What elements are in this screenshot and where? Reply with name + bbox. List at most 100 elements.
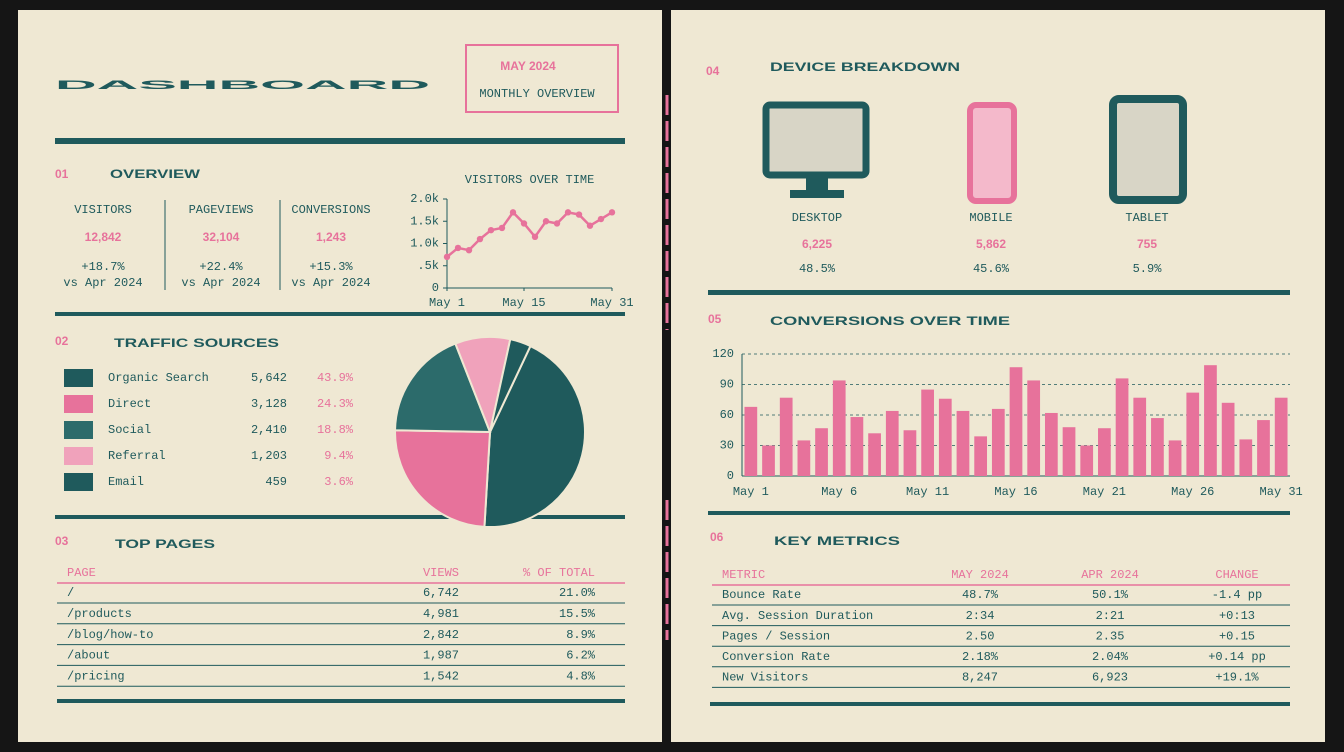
- legend-swatch: [64, 421, 93, 439]
- table-cell: 6,923: [1092, 671, 1128, 685]
- legend-share: 24.3%: [317, 397, 354, 411]
- table-cell: /blog/how-to: [67, 628, 153, 642]
- bar: [921, 389, 934, 476]
- table-cell: 15.5%: [559, 607, 596, 621]
- legend-label: Direct: [108, 397, 151, 411]
- device-share: 48.5%: [799, 262, 836, 276]
- chart-title: VISITORS OVER TIME: [465, 173, 595, 187]
- table-cell: Bounce Rate: [722, 588, 801, 602]
- bar: [1062, 427, 1076, 476]
- bar: [868, 433, 881, 476]
- table-cell: 21.0%: [559, 586, 596, 600]
- table-cell: New Visitors: [722, 671, 808, 685]
- legend-share: 3.6%: [324, 475, 354, 489]
- bar: [1133, 397, 1147, 476]
- table-cell: +0.14 pp: [1208, 650, 1266, 664]
- legend-label: Social: [108, 423, 151, 437]
- section-number: 03: [55, 534, 69, 548]
- legend-swatch: [64, 447, 93, 465]
- bar: [1204, 365, 1217, 476]
- bar: [885, 410, 899, 476]
- point: [476, 235, 484, 243]
- table-cell: 2.04%: [1092, 650, 1129, 664]
- y-tick-label: 60: [720, 408, 734, 422]
- table-cell: 4,981: [423, 607, 459, 621]
- column-header: PAGE: [67, 566, 96, 580]
- bar: [1221, 402, 1235, 476]
- x-tick-label: May 11: [906, 485, 949, 499]
- section-number: 02: [55, 334, 69, 348]
- table-cell: Avg. Session Duration: [722, 609, 873, 623]
- bar: [815, 428, 828, 476]
- section-number: 06: [710, 530, 724, 544]
- stat-change: +18.7%: [81, 260, 125, 274]
- y-tick-label: 120: [712, 347, 734, 361]
- table-cell: 2:34: [966, 609, 995, 623]
- point: [542, 218, 550, 225]
- table-cell: 48.7%: [962, 588, 999, 602]
- y-tick-label: 30: [720, 439, 734, 453]
- device-label: TABLET: [1125, 211, 1168, 225]
- legend-value: 1,203: [251, 449, 287, 463]
- point: [564, 209, 572, 216]
- bar: [1027, 380, 1041, 476]
- table-cell: +19.1%: [1215, 671, 1259, 685]
- y-tick-label: 0: [727, 469, 734, 483]
- legend-swatch: [64, 473, 93, 491]
- rule: [710, 702, 1290, 706]
- section-title: OVERVIEW: [110, 167, 201, 181]
- x-tick-label: May 15: [502, 296, 545, 310]
- device-value: 5,862: [976, 237, 1006, 251]
- section-title: CONVERSIONS OVER TIME: [770, 314, 1010, 328]
- x-tick-label: May 16: [994, 485, 1037, 499]
- rule: [55, 515, 625, 519]
- table-cell: 1,542: [423, 669, 459, 683]
- table-cell: 6,742: [423, 586, 459, 600]
- bar: [1257, 420, 1270, 476]
- bar: [974, 436, 988, 476]
- point: [597, 215, 605, 223]
- bar: [1009, 367, 1023, 476]
- x-tick-label: May 1: [733, 485, 769, 499]
- bar: [762, 445, 775, 476]
- stat-compare: vs Apr 2024: [291, 276, 370, 290]
- table-cell: /pricing: [67, 669, 125, 683]
- y-tick-label: 2.0k: [410, 192, 439, 206]
- x-tick-label: May 21: [1083, 485, 1126, 499]
- legend-label: Organic Search: [108, 371, 209, 385]
- section-title: TRAFFIC SOURCES: [114, 336, 279, 350]
- table-cell: 6.2%: [566, 649, 596, 663]
- section-number: 05: [708, 312, 722, 326]
- legend-label: Referral: [108, 449, 166, 463]
- rule: [708, 511, 1290, 515]
- table-cell: 1,987: [423, 649, 459, 663]
- table-cell: 8,247: [962, 671, 998, 685]
- stat-label: PAGEVIEWS: [189, 203, 254, 217]
- x-tick-label: May 31: [1260, 485, 1303, 499]
- bar: [991, 408, 1005, 476]
- device-label: DESKTOP: [792, 211, 842, 225]
- table-cell: /products: [67, 607, 132, 621]
- table-cell: 4.8%: [566, 669, 596, 683]
- column-header: METRIC: [722, 568, 765, 582]
- point: [575, 211, 583, 218]
- device-value: 6,225: [802, 237, 832, 251]
- point: [498, 224, 506, 232]
- point: [586, 222, 594, 229]
- table-cell: +0.15: [1219, 629, 1255, 643]
- y-tick-label: 0: [432, 281, 439, 295]
- bar: [938, 398, 952, 476]
- legend-share: 18.8%: [317, 423, 354, 437]
- stat-label: CONVERSIONS: [291, 203, 370, 217]
- bar: [832, 380, 846, 476]
- legend-share: 43.9%: [317, 371, 354, 385]
- bar: [1168, 440, 1182, 476]
- device-value: 755: [1137, 237, 1157, 251]
- bar: [1186, 392, 1200, 476]
- table-cell: 50.1%: [1092, 588, 1129, 602]
- stat-value: 1,243: [316, 230, 346, 244]
- column-header: CHANGE: [1215, 568, 1258, 582]
- table-cell: 2,842: [423, 628, 459, 642]
- legend-value: 2,410: [251, 423, 287, 437]
